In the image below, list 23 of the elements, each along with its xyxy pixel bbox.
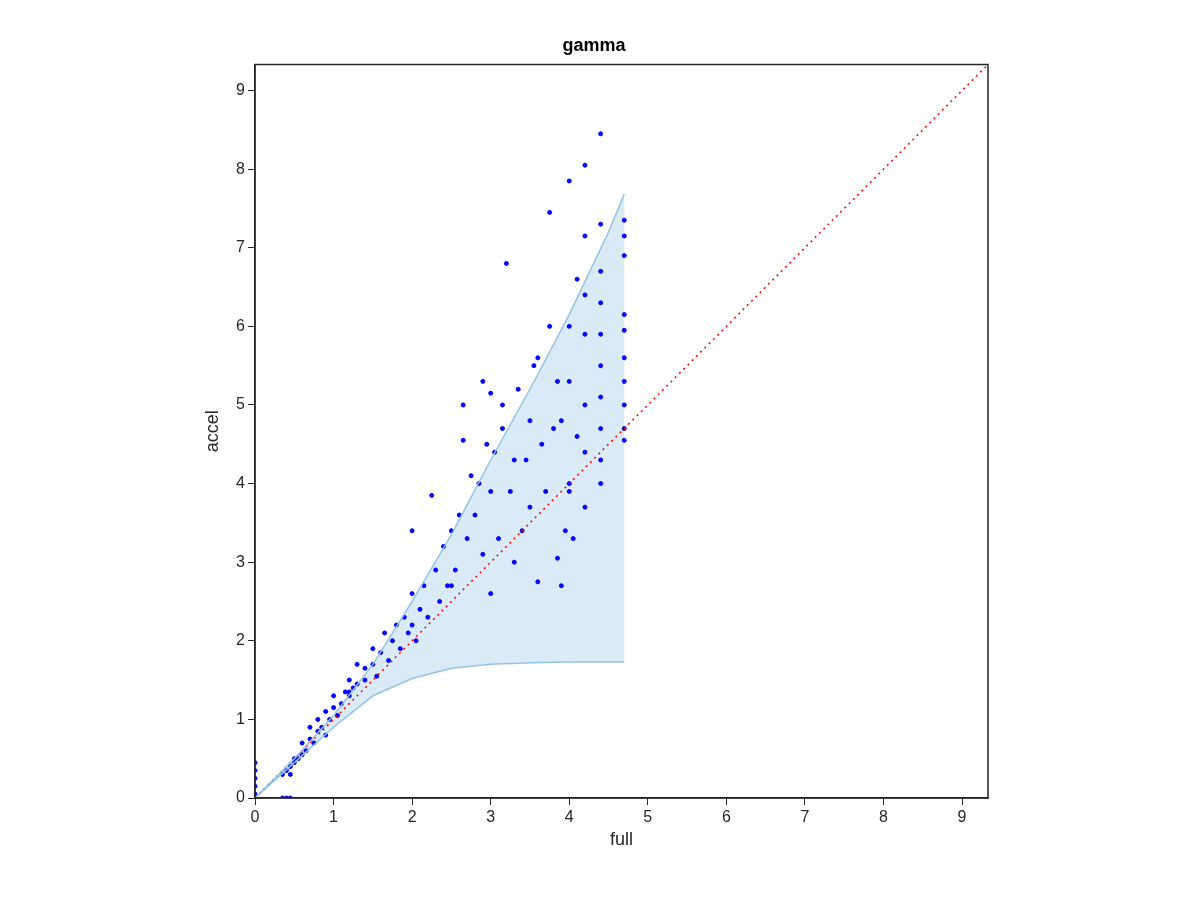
y-tick-label: 4	[236, 473, 246, 491]
x-tick-label: 9	[957, 808, 967, 826]
x-tick-label: 3	[486, 808, 496, 826]
y-tick-label: 5	[236, 395, 246, 413]
x-axis-title: full	[609, 829, 634, 850]
y-tick-label: 8	[236, 159, 246, 177]
x-tick-label: 0	[250, 808, 260, 826]
x-tick-label: 5	[643, 808, 653, 826]
x-tick-label: 2	[407, 808, 417, 826]
x-tick-label: 8	[879, 808, 889, 826]
chart-title: gamma	[562, 34, 627, 55]
x-tick-label: 1	[329, 808, 339, 826]
y-tick-label: 1	[236, 709, 246, 727]
y-axis-title: accel	[201, 410, 222, 453]
x-tick-label: 7	[800, 808, 810, 826]
y-tick-label: 9	[236, 80, 246, 98]
y-tick-label: 6	[236, 316, 246, 334]
y-tick-label: 2	[236, 631, 246, 649]
y-tick-label: 0	[236, 788, 246, 806]
x-tick-label: 6	[721, 808, 731, 826]
y-tick-label: 7	[236, 238, 246, 256]
y-tick-label: 3	[236, 552, 246, 570]
x-tick-label: 4	[564, 808, 574, 826]
